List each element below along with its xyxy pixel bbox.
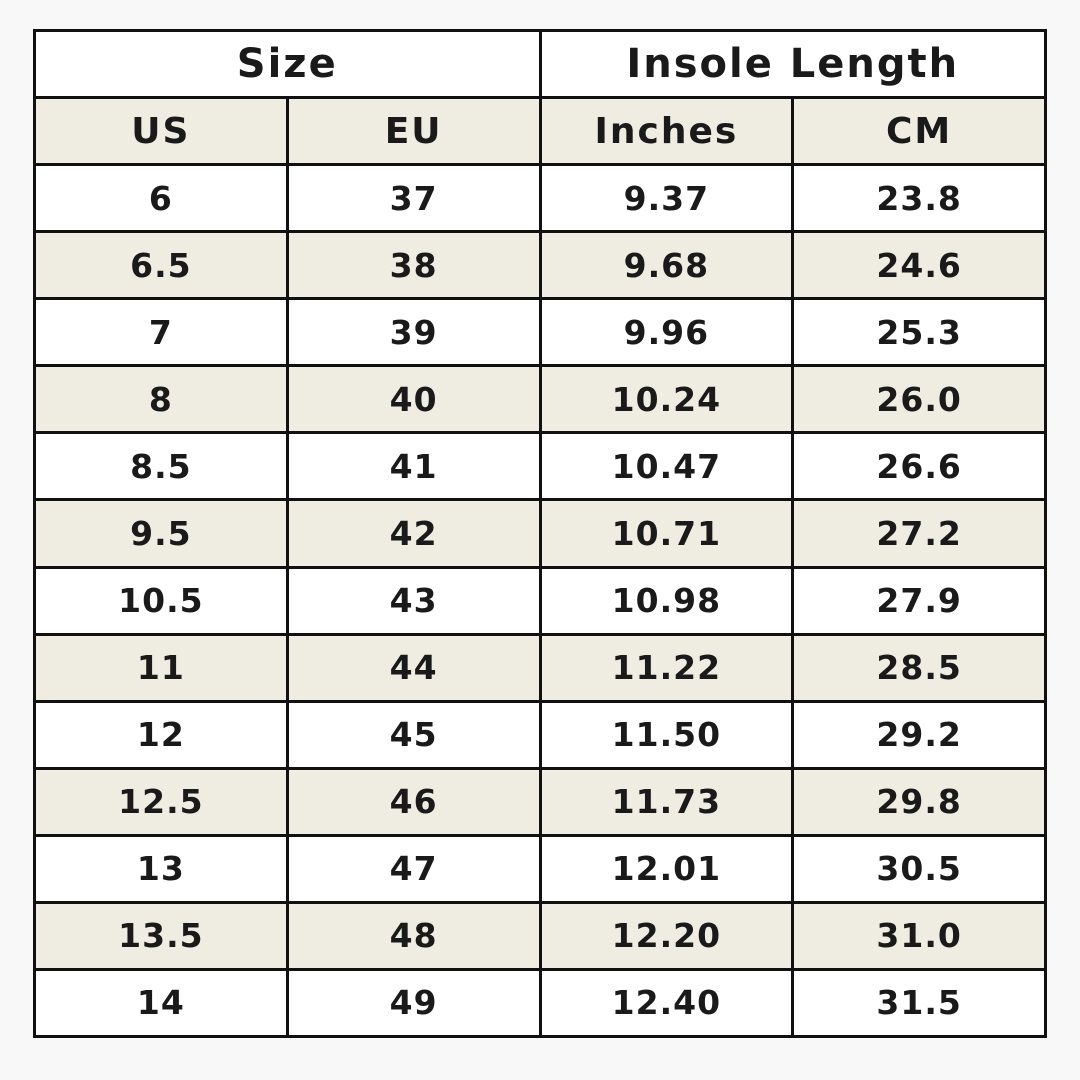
table-cell: 6 [36, 166, 286, 231]
table-cell: 45 [288, 702, 539, 767]
table-cell: 12 [36, 702, 286, 767]
table-cell: 8 [36, 367, 286, 432]
table-cell: 12.20 [541, 903, 792, 968]
group-header: Size [36, 32, 539, 97]
table-cell: 27.2 [794, 501, 1044, 566]
table-cell: 47 [288, 836, 539, 901]
column-header: US [36, 99, 286, 164]
table-cell: 29.2 [794, 702, 1044, 767]
table-cell: 10.24 [541, 367, 792, 432]
table-cell: 37 [288, 166, 539, 231]
table-cell: 43 [288, 568, 539, 633]
table-cell: 10.47 [541, 434, 792, 499]
table-cell: 25.3 [794, 300, 1044, 365]
table-cell: 42 [288, 501, 539, 566]
table-cell: 11.22 [541, 635, 792, 700]
table-cell: 8.5 [36, 434, 286, 499]
table-cell: 40 [288, 367, 539, 432]
table-cell: 46 [288, 769, 539, 834]
table-cell: 12.5 [36, 769, 286, 834]
table-cell: 31.5 [794, 970, 1044, 1035]
table-cell: 26.6 [794, 434, 1044, 499]
table-cell: 6.5 [36, 233, 286, 298]
table-cell: 44 [288, 635, 539, 700]
table-cell: 28.5 [794, 635, 1044, 700]
table-cell: 38 [288, 233, 539, 298]
table-cell: 48 [288, 903, 539, 968]
table-cell: 14 [36, 970, 286, 1035]
table-cell: 7 [36, 300, 286, 365]
table-cell: 31.0 [794, 903, 1044, 968]
table-cell: 49 [288, 970, 539, 1035]
column-header: Inches [541, 99, 792, 164]
table-cell: 24.6 [794, 233, 1044, 298]
table-cell: 9.96 [541, 300, 792, 365]
table-cell: 9.37 [541, 166, 792, 231]
table-cell: 39 [288, 300, 539, 365]
table-cell: 13 [36, 836, 286, 901]
table-cell: 11.73 [541, 769, 792, 834]
group-header: Insole Length [541, 32, 1044, 97]
table-cell: 12.40 [541, 970, 792, 1035]
table-cell: 13.5 [36, 903, 286, 968]
table-cell: 10.5 [36, 568, 286, 633]
table-cell: 30.5 [794, 836, 1044, 901]
table-cell: 27.9 [794, 568, 1044, 633]
size-table: Size Insole Length US EU Inches CM 6 37 9.37 23.8… [33, 29, 1047, 1038]
table-cell: 9.5 [36, 501, 286, 566]
column-header: EU [288, 99, 539, 164]
table-cell: 41 [288, 434, 539, 499]
table-cell: 11.50 [541, 702, 792, 767]
table-cell: 10.71 [541, 501, 792, 566]
table-cell: 11 [36, 635, 286, 700]
column-header: CM [794, 99, 1044, 164]
table-cell: 26.0 [794, 367, 1044, 432]
table-cell: 9.68 [541, 233, 792, 298]
table-cell: 29.8 [794, 769, 1044, 834]
table-cell: 10.98 [541, 568, 792, 633]
table-cell: 12.01 [541, 836, 792, 901]
table-cell: 23.8 [794, 166, 1044, 231]
